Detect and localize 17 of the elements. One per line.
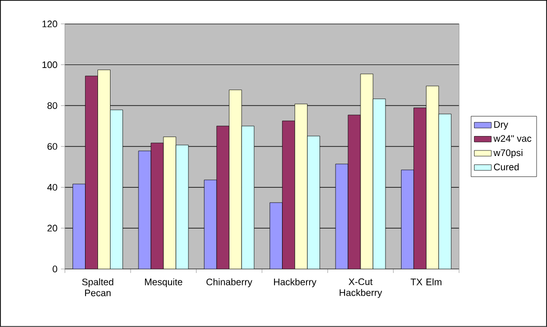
- y-tick-label: 20: [48, 224, 58, 232]
- y-tick-label: 100: [42, 61, 58, 68]
- legend-label: Dry: [494, 121, 508, 130]
- y-tick-label: 0: [52, 266, 58, 272]
- y-tick-label: 40: [47, 184, 58, 191]
- x-tick-label: Mesquite: [145, 278, 182, 288]
- x-tick-label: Spalted Pecan: [82, 278, 114, 296]
- legend-label: w24" vac: [493, 135, 532, 142]
- legend-label: Cured: [494, 163, 519, 170]
- x-tick-label: X-Cut Hackberry: [340, 278, 382, 298]
- x-tick-label: TX Elm: [410, 278, 442, 286]
- x-tick-label: Chinaberry: [206, 278, 252, 288]
- legend-label: w70psi: [493, 149, 522, 158]
- y-tick-label: 120: [42, 20, 58, 28]
- y-tick-label: 80: [47, 102, 58, 109]
- y-tick-label: 60: [48, 143, 58, 150]
- x-tick-label: Hackberry: [274, 278, 316, 288]
